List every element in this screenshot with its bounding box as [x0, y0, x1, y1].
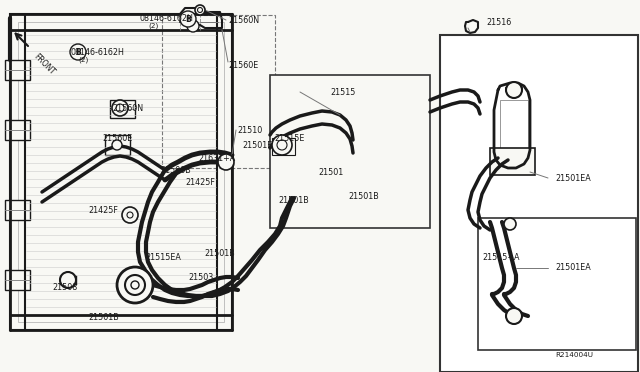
Circle shape	[117, 267, 153, 303]
Text: 21516: 21516	[486, 17, 511, 26]
Text: (2): (2)	[78, 57, 88, 63]
Text: 21631+A: 21631+A	[198, 154, 236, 163]
Bar	[270, 75, 430, 228]
Circle shape	[70, 44, 86, 60]
Text: 21560N: 21560N	[228, 16, 259, 25]
Text: 21501B: 21501B	[88, 314, 119, 323]
Text: 21560E: 21560E	[102, 134, 132, 142]
Bar	[5, 200, 30, 220]
Circle shape	[112, 140, 122, 150]
Text: 21501EA: 21501EA	[555, 263, 591, 273]
Bar	[5, 270, 30, 290]
Text: 21501: 21501	[318, 167, 343, 176]
Text: 08146-6162H: 08146-6162H	[140, 13, 194, 22]
Bar	[500, 100, 528, 158]
Circle shape	[180, 11, 196, 27]
Bar	[5, 60, 30, 80]
Circle shape	[60, 272, 76, 288]
Circle shape	[506, 82, 522, 98]
Text: 21510: 21510	[237, 125, 262, 135]
Text: 21501B: 21501B	[204, 248, 235, 257]
Text: R214004U: R214004U	[555, 352, 593, 358]
Circle shape	[122, 207, 138, 223]
Bar	[478, 218, 636, 350]
Circle shape	[272, 135, 292, 155]
Circle shape	[506, 308, 522, 324]
Circle shape	[218, 154, 234, 170]
Circle shape	[112, 100, 128, 116]
Bar	[162, 15, 275, 168]
Text: 21515EA: 21515EA	[145, 253, 181, 263]
Text: (2): (2)	[148, 23, 158, 29]
Text: 08146-6162H: 08146-6162H	[70, 48, 124, 57]
Bar	[440, 35, 638, 372]
Circle shape	[195, 5, 205, 15]
Text: 21560E: 21560E	[228, 61, 259, 70]
Bar	[110, 100, 135, 118]
Text: B: B	[75, 48, 81, 57]
Circle shape	[504, 218, 516, 230]
Bar	[10, 14, 232, 330]
Bar	[490, 148, 535, 175]
Bar	[5, 120, 30, 140]
Bar	[18, 22, 224, 322]
Text: 21501E: 21501E	[242, 141, 272, 150]
Text: 21500B: 21500B	[160, 166, 191, 174]
Text: B: B	[185, 15, 191, 23]
Text: 21425F: 21425F	[88, 205, 118, 215]
Text: 21515E: 21515E	[274, 134, 305, 142]
Bar	[105, 135, 130, 155]
Circle shape	[187, 20, 199, 32]
Text: 21508: 21508	[52, 283, 77, 292]
Text: 21515: 21515	[330, 87, 355, 96]
Text: FRONT: FRONT	[32, 52, 57, 77]
Text: 21515+A: 21515+A	[482, 253, 520, 263]
Text: 21501B: 21501B	[348, 192, 379, 201]
Text: 21503: 21503	[188, 273, 213, 282]
Bar	[272, 138, 295, 155]
Text: 21501EA: 21501EA	[555, 173, 591, 183]
Text: 21560N: 21560N	[112, 103, 143, 112]
Text: 21501B: 21501B	[278, 196, 308, 205]
Text: 21425F: 21425F	[185, 177, 215, 186]
